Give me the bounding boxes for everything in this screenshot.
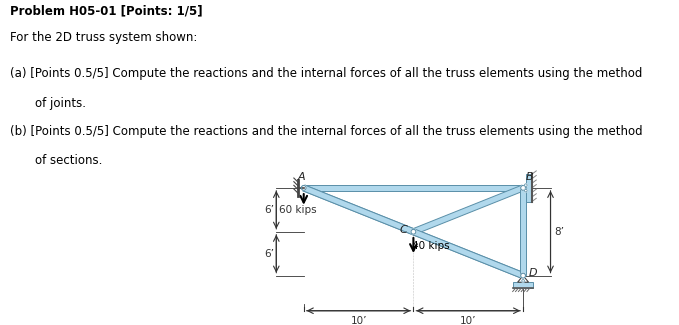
Circle shape (524, 184, 527, 187)
Text: of joints.: of joints. (35, 97, 86, 110)
Text: For the 2D truss system shown:: For the 2D truss system shown: (10, 31, 198, 44)
Text: A: A (297, 172, 306, 182)
Polygon shape (412, 229, 524, 279)
Text: 10’: 10’ (350, 316, 367, 325)
Circle shape (521, 280, 524, 282)
Circle shape (524, 189, 527, 192)
Text: 60 kips: 60 kips (279, 205, 316, 215)
Text: 40 kips: 40 kips (412, 241, 450, 251)
Polygon shape (412, 185, 524, 235)
Text: B: B (526, 172, 533, 182)
Bar (526, 174, 532, 202)
Text: C: C (399, 225, 407, 235)
Polygon shape (520, 188, 526, 276)
Polygon shape (303, 185, 524, 279)
Polygon shape (304, 185, 523, 191)
Text: (b) [Points 0.5/5] Compute the reactions and the internal forces of all the trus: (b) [Points 0.5/5] Compute the reactions… (10, 125, 643, 138)
Circle shape (521, 273, 526, 278)
Polygon shape (517, 276, 528, 282)
Text: D: D (528, 268, 537, 279)
Text: 8’: 8’ (554, 227, 564, 237)
Text: 6’: 6’ (264, 205, 274, 215)
Text: (a) [Points 0.5/5] Compute the reactions and the internal forces of all the trus: (a) [Points 0.5/5] Compute the reactions… (10, 67, 642, 80)
Circle shape (301, 186, 306, 190)
Text: 10’: 10’ (460, 316, 477, 325)
Text: of sections.: of sections. (35, 154, 103, 167)
Polygon shape (303, 185, 414, 235)
Bar (513, 282, 533, 288)
Text: 6’: 6’ (264, 249, 274, 259)
Circle shape (411, 229, 416, 234)
Text: Problem H05-01 [Points: 1/5]: Problem H05-01 [Points: 1/5] (10, 5, 203, 18)
Circle shape (521, 186, 526, 190)
